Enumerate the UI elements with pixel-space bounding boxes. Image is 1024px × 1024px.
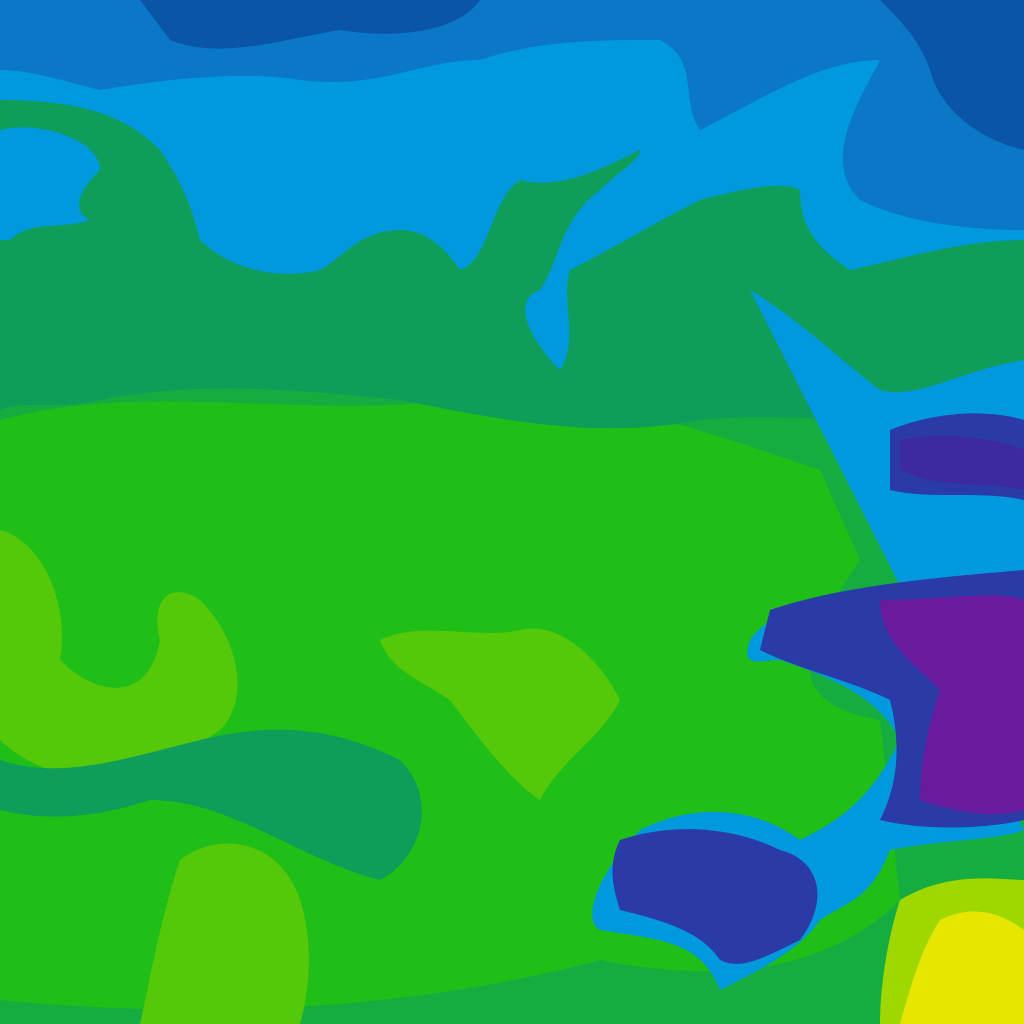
yellow-green-region-south	[140, 843, 309, 1024]
yellow-green-region-west	[0, 530, 238, 773]
purple-region	[880, 595, 1024, 815]
light-blue-west-patch	[0, 127, 100, 240]
indigo-region	[900, 435, 1024, 490]
navy-region-south	[612, 829, 818, 964]
mid-blue-region	[0, 0, 1024, 230]
yellow-green-region-center	[380, 628, 620, 800]
yellow-region-southeast	[900, 911, 1024, 1024]
teal-green-river-band	[0, 729, 422, 880]
deep-blue-region	[140, 0, 1024, 150]
